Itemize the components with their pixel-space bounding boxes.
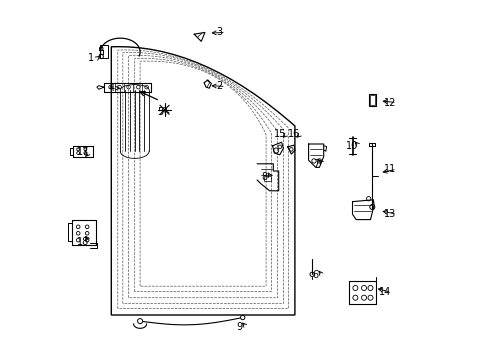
Text: 9: 9 [236,322,243,332]
Text: 5: 5 [157,107,163,117]
Text: 18: 18 [77,237,89,247]
Bar [264,176,270,181]
Text: 13: 13 [384,209,396,219]
Text: 4: 4 [108,83,114,93]
Circle shape [240,315,244,320]
Text: 7: 7 [313,159,319,169]
Text: 15: 15 [274,129,286,139]
Text: 8: 8 [261,172,267,182]
Text: 17: 17 [77,147,89,157]
Text: 10: 10 [346,141,358,151]
Text: 1: 1 [88,53,94,63]
Bar [368,94,375,106]
Text: 14: 14 [378,287,390,297]
Text: 11: 11 [384,164,396,174]
Bar [369,95,374,105]
Text: 6: 6 [312,270,318,280]
Text: 2: 2 [216,81,222,91]
Text: 3: 3 [216,27,222,37]
Text: 12: 12 [384,98,396,108]
Text: 16: 16 [287,129,300,139]
Circle shape [137,319,142,324]
